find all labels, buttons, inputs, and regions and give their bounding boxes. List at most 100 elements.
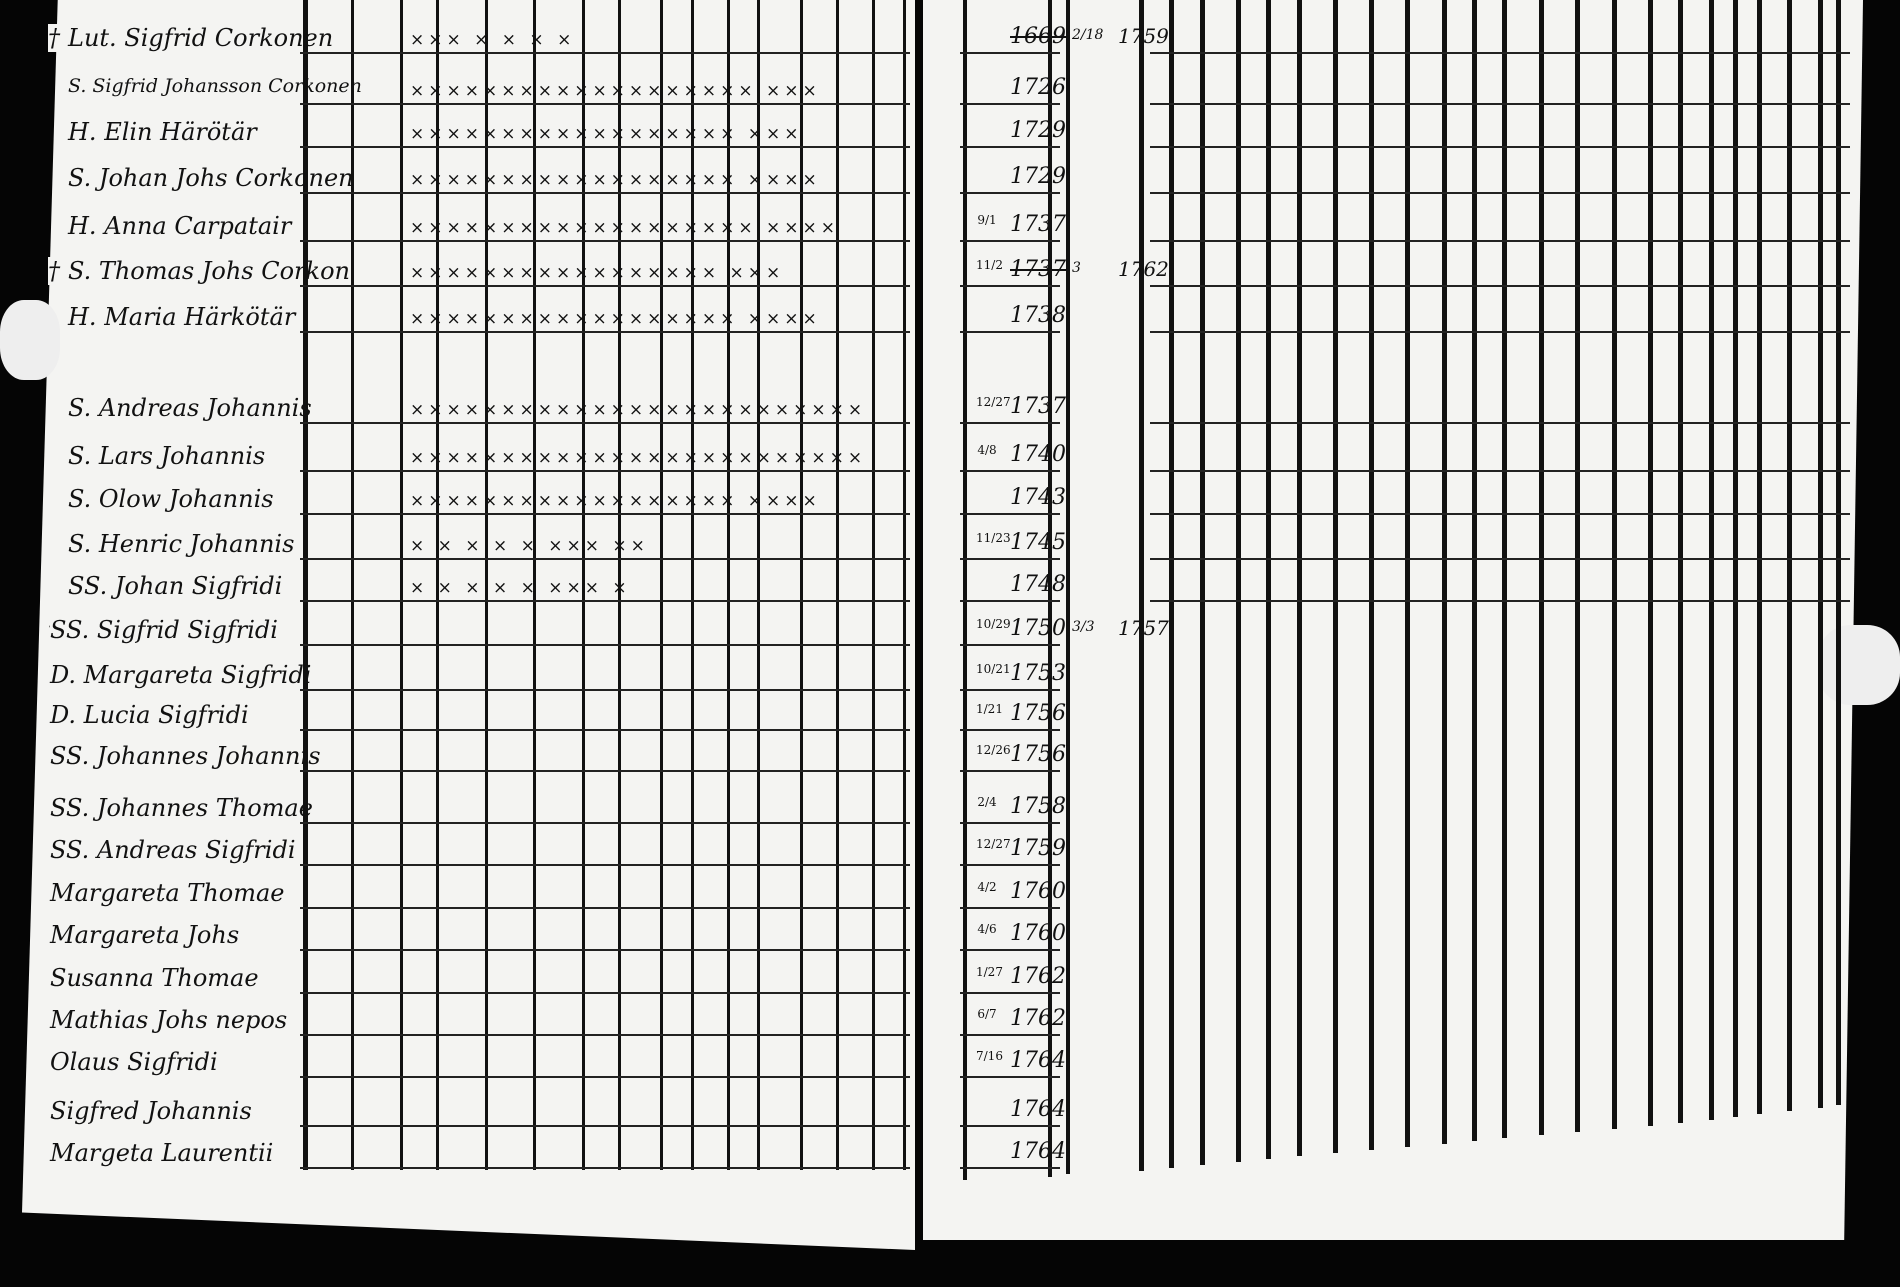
row-rule (300, 103, 910, 105)
row-rule (300, 422, 910, 424)
row-rule (960, 146, 1060, 148)
column-rule (903, 0, 906, 1170)
row-rule (300, 513, 910, 515)
row-rule (300, 1167, 910, 1169)
row-rule (300, 907, 910, 909)
attendance-marks: ×××××××××××××××××× ×××× (410, 170, 821, 190)
row-rule (960, 822, 1060, 824)
row-rule (960, 558, 1060, 560)
column-rule (618, 0, 621, 1170)
row-rule (300, 470, 910, 472)
row-rule (300, 146, 910, 148)
attendance-marks: ×××××××××××××××××× ×××× (410, 309, 821, 329)
column-rule (800, 0, 803, 1170)
birth-year: 1737 (1010, 212, 1066, 237)
birth-year: 1753 (1010, 661, 1066, 686)
birth-year: 1756 (1010, 742, 1066, 767)
row-rule (1150, 52, 1850, 54)
column-rule (1442, 0, 1447, 1144)
thumb-right (1818, 625, 1900, 705)
person-name: SS. Johannes Thomae (50, 794, 313, 822)
row-rule (960, 992, 1060, 994)
birth-year: 1729 (1010, 164, 1066, 189)
row-rule (300, 192, 910, 194)
column-rule (836, 0, 839, 1170)
person-name: Lut. Sigfrid Corkonen (68, 24, 334, 52)
birth-year: 1729 (1010, 118, 1066, 143)
birth-day-month: 9/1 (977, 213, 997, 227)
birth-day-month: 2/4 (977, 795, 997, 809)
person-name: S. Johan Johs Corkonen (68, 164, 354, 192)
row-rule (300, 1125, 910, 1127)
row-rule (960, 1167, 1060, 1169)
birth-year: 1762 (1010, 1006, 1066, 1031)
column-rule (872, 0, 875, 1170)
column-rule (660, 0, 663, 1170)
row-rule (960, 600, 1060, 602)
birth-day-month: 7/16 (976, 1049, 1003, 1063)
column-rule (1200, 0, 1205, 1165)
birth-year: 1759 (1010, 836, 1066, 861)
birth-day-month: 10/21 (976, 662, 1011, 676)
column-rule (1502, 0, 1507, 1138)
birth-year: 1758 (1010, 794, 1066, 819)
row-rule (960, 729, 1060, 731)
row-rule (300, 558, 910, 560)
right-page (923, 0, 1863, 1240)
column-rule (1757, 0, 1762, 1114)
row-rule (960, 331, 1060, 333)
column-rule (1333, 0, 1338, 1153)
row-prefix: † (48, 257, 60, 285)
column-rule (1169, 0, 1174, 1168)
column-rule (1297, 0, 1302, 1156)
column-rule (400, 0, 403, 1170)
row-rule (300, 864, 910, 866)
person-name: H. Maria Härkötär (68, 303, 296, 331)
column-rule (963, 0, 967, 1180)
attendance-marks: ××××××××××××××××××××××××× (410, 400, 867, 420)
column-rule (1612, 0, 1617, 1129)
row-rule (960, 285, 1060, 287)
row-rule (1150, 331, 1850, 333)
column-rule (1787, 0, 1792, 1111)
birth-year: 1726 (1010, 75, 1066, 100)
column-rule (303, 0, 308, 1170)
column-rule (436, 0, 439, 1170)
attendance-marks: ××× × × × × (410, 30, 576, 50)
row-rule (1150, 422, 1850, 424)
column-rule (1836, 0, 1841, 1105)
birth-year: 1756 (1010, 701, 1066, 726)
row-rule (1150, 240, 1850, 242)
column-rule (1648, 0, 1653, 1126)
person-name: Mathias Johs nepos (50, 1006, 288, 1034)
person-name: S. Henric Johannis (68, 530, 295, 558)
birth-year: 1740 (1010, 442, 1066, 467)
person-name: S. Lars Johannis (68, 442, 266, 470)
column-rule (1139, 0, 1144, 1171)
column-rule (485, 0, 488, 1170)
row-rule (300, 992, 910, 994)
row-rule (960, 907, 1060, 909)
row-rule (1150, 558, 1850, 560)
row-rule (960, 689, 1060, 691)
row-rule (1150, 513, 1850, 515)
death-day-month: 3/3 (1072, 619, 1095, 635)
person-name: S. Olow Johannis (68, 485, 274, 513)
column-rule (1818, 0, 1823, 1108)
birth-year: 1737 (1010, 257, 1066, 282)
row-rule (960, 949, 1060, 951)
birth-day-month: 4/8 (977, 443, 997, 457)
column-rule (1709, 0, 1714, 1120)
row-rule (960, 1076, 1060, 1078)
birth-year: 1760 (1010, 879, 1066, 904)
row-rule (960, 513, 1060, 515)
person-name: H. Elin Härötär (68, 118, 257, 146)
row-rule (960, 422, 1060, 424)
row-rule (960, 644, 1060, 646)
birth-day-month: 11/23 (976, 531, 1011, 545)
birth-day-month: 1/21 (976, 702, 1003, 716)
row-rule (960, 770, 1060, 772)
row-rule (300, 331, 910, 333)
birth-day-month: 10/29 (976, 617, 1011, 631)
row-rule (300, 644, 910, 646)
